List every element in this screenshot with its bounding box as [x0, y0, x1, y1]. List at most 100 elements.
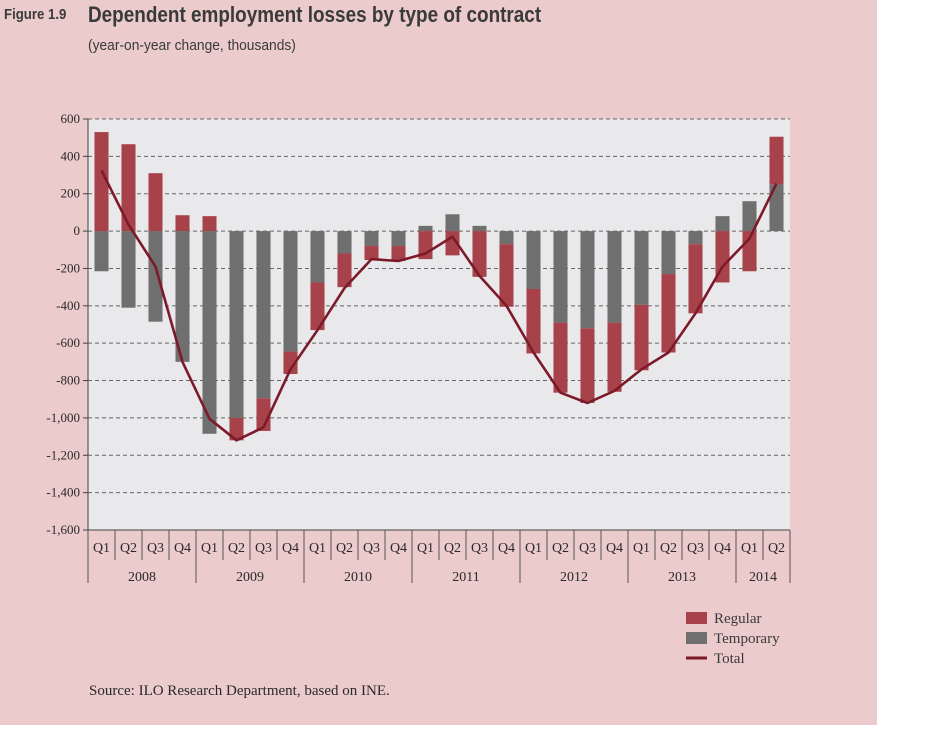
regular-bar: [175, 215, 190, 232]
y-tick-label: -400: [56, 298, 80, 313]
regular-bar: [283, 351, 298, 375]
regular-bar: [121, 144, 136, 232]
y-tick-label: -1,000: [46, 410, 80, 425]
y-axis: 600 400 200 0 -200 -400 -600 -800 -1,000 -1,200 -1…: [46, 111, 89, 537]
quarter-label: Q2: [444, 541, 461, 556]
y-tick-label: 200: [61, 186, 81, 201]
regular-bar: [634, 304, 649, 371]
temporary-bar: [148, 231, 163, 322]
temporary-bar: [121, 231, 136, 308]
temporary-bar: [607, 231, 622, 323]
temporary-bar: [742, 201, 757, 232]
regular-bar: [769, 136, 784, 185]
regular-bar: [553, 322, 568, 393]
chart-subtitle: (year-on-year change, thousands): [88, 37, 296, 54]
y-tick-label: -600: [56, 335, 80, 350]
year-label: 2014: [749, 570, 777, 585]
quarter-label: Q4: [714, 541, 731, 556]
bars: [94, 132, 784, 441]
regular-legend-label: Regular: [714, 611, 761, 627]
year-label: 2010: [344, 570, 372, 585]
quarter-label: Q1: [93, 541, 110, 556]
regular-bar: [661, 274, 676, 353]
quarter-label: Q4: [390, 541, 407, 556]
temporary-bar: [769, 184, 784, 232]
quarter-label: Q4: [498, 541, 515, 556]
temporary-bar: [337, 231, 352, 254]
temporary-bar: [256, 231, 271, 399]
temporary-bar: [715, 216, 730, 232]
quarter-label: Q2: [336, 541, 353, 556]
total-line: [100, 169, 778, 442]
regular-bar: [94, 132, 109, 232]
temporary-bar: [175, 231, 190, 362]
quarter-label: Q3: [471, 541, 488, 556]
temporary-bar: [310, 231, 325, 283]
quarter-label: Q4: [282, 541, 299, 556]
temporary-bar: [553, 231, 568, 323]
quarter-label: Q2: [228, 541, 245, 556]
year-label: 2009: [236, 570, 264, 585]
regular-bar: [607, 322, 622, 392]
y-tick-label: -1,600: [46, 522, 80, 537]
quarter-label: Q2: [768, 541, 785, 556]
y-tick-label: -800: [56, 373, 80, 388]
regular-bar: [445, 231, 460, 256]
temporary-bar: [472, 225, 487, 232]
temporary-bar: [202, 231, 217, 434]
quarter-label: Q4: [606, 541, 623, 556]
temporary-bar: [418, 225, 433, 232]
quarter-label: Q3: [687, 541, 704, 556]
regular-bar: [580, 328, 595, 403]
quarter-label: Q2: [552, 541, 569, 556]
regular-bar: [499, 244, 514, 307]
quarter-label: Q3: [579, 541, 596, 556]
temporary-bar: [283, 231, 298, 352]
year-label: 2012: [560, 570, 588, 585]
quarter-label: Q2: [120, 541, 137, 556]
quarter-label: Q4: [174, 541, 191, 556]
quarter-label: Q1: [201, 541, 218, 556]
chart-title: Dependent employment losses by type of c…: [88, 2, 542, 27]
regular-bar: [337, 253, 352, 288]
y-tick-label: -1,400: [46, 485, 80, 500]
y-tick-label: -1,200: [46, 447, 80, 462]
quarter-label: Q3: [255, 541, 272, 556]
x-axis: Q1 Q2 Q3 Q4 Q1 Q2 Q3 Q4 Q1 Q2 Q3 Q4 Q1 Q2 Q3 Q4 Q1 Q2 Q3 Q4…: [87, 529, 791, 585]
quarter-label: Q1: [417, 541, 434, 556]
total-line-group: [100, 169, 778, 442]
temporary-bar: [364, 231, 379, 247]
temporary-bar: [634, 231, 649, 305]
quarter-label: Q3: [147, 541, 164, 556]
temporary-bar: [526, 231, 541, 290]
regular-bar: [472, 231, 487, 277]
quarter-label: Q3: [363, 541, 380, 556]
temporary-bar: [499, 231, 514, 245]
year-label: 2011: [452, 570, 479, 585]
regular-legend-swatch: [686, 612, 707, 624]
regular-bar: [391, 246, 406, 261]
total-legend-label: Total: [714, 651, 745, 667]
regular-bar: [526, 289, 541, 354]
regular-bar: [229, 417, 244, 441]
y-tick-label: 0: [74, 223, 81, 238]
regular-bar: [148, 173, 163, 232]
y-tick-label: 400: [61, 148, 81, 163]
quarter-label: Q1: [525, 541, 542, 556]
regular-bar: [364, 246, 379, 261]
plot-area: [88, 119, 790, 530]
quarter-label: Q1: [309, 541, 326, 556]
year-label: 2008: [128, 570, 156, 585]
legend: Regular Temporary Total: [686, 611, 780, 667]
temporary-bar: [661, 231, 676, 275]
regular-bar: [715, 231, 730, 283]
temporary-bar: [688, 231, 703, 245]
year-label: 2013: [668, 570, 696, 585]
y-tick-label: 600: [61, 111, 81, 126]
temporary-bar: [580, 231, 595, 329]
temporary-legend-label: Temporary: [714, 631, 780, 647]
source-note: Source: ILO Research Department, based o…: [89, 683, 390, 699]
temporary-bar: [445, 214, 460, 232]
quarter-label: Q1: [633, 541, 650, 556]
